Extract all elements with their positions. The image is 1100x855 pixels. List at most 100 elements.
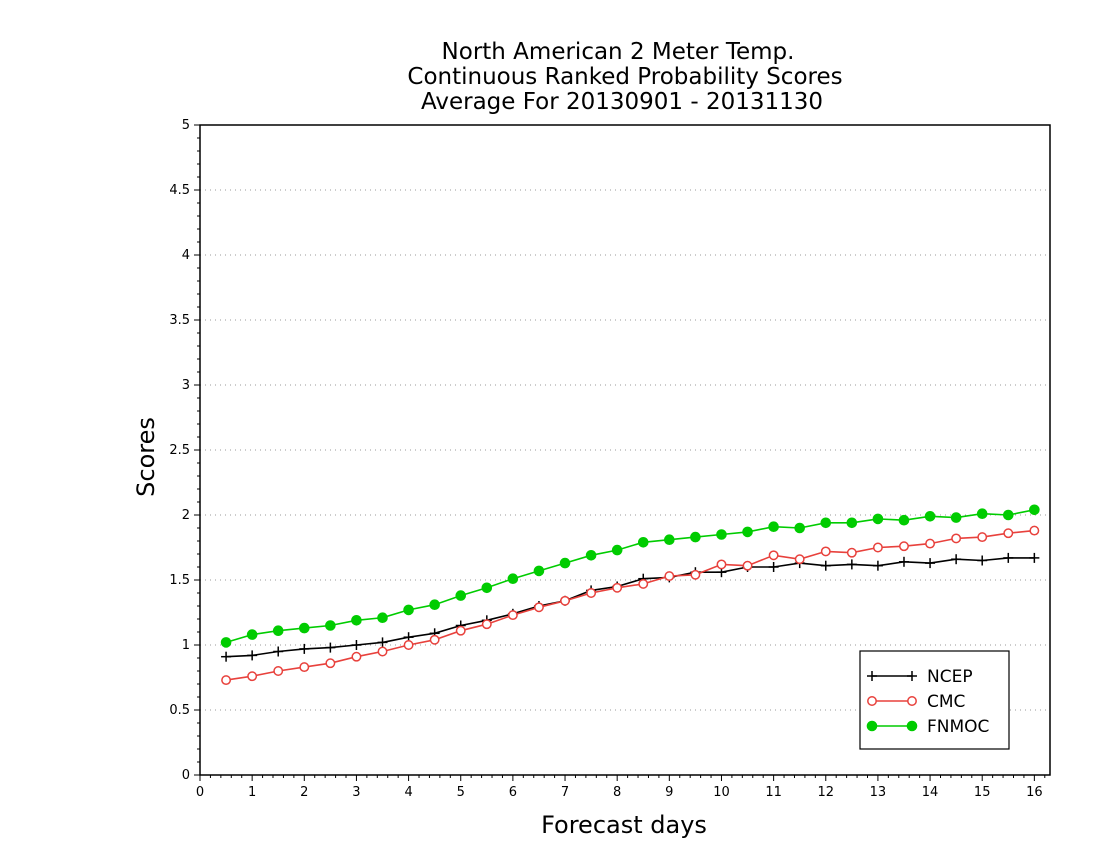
y-tick-label: 1 [182,638,190,653]
legend: NCEP CMC FNMOC [859,650,1010,750]
data-point-ncep [951,554,962,565]
data-point-ncep [1029,552,1040,563]
data-point-ncep [925,558,936,569]
x-tick-label: 3 [352,785,360,800]
data-point-cmc [638,578,649,589]
chart-title-line-2: Continuous Ranked Probability Scores [407,64,842,90]
x-tick-label: 4 [404,785,412,800]
series-lines [220,504,1040,686]
data-point-fnmoc [637,537,649,548]
data-point-cmc [977,532,988,543]
legend-label-ncep: NCEP [927,667,973,687]
data-point-fnmoc [924,511,936,522]
y-tick-label: 2.5 [169,443,190,458]
data-point-fnmoc [298,622,310,634]
data-point-fnmoc [455,590,467,601]
x-tick-label: 12 [817,785,834,800]
y-tick-label: 3.5 [169,313,190,328]
x-tick-label: 0 [196,785,204,800]
legend-entry-fnmoc: FNMOC [866,717,989,737]
data-point-cmc [247,671,258,682]
data-point-cmc [951,533,962,544]
y-tick-label: 4 [182,248,190,263]
data-point-fnmoc [690,531,701,543]
x-tick-label: 13 [870,785,887,800]
data-point-ncep [846,559,857,570]
data-point-ncep [898,556,909,567]
data-point-cmc [377,646,388,657]
data-point-fnmoc [481,582,493,594]
data-point-fnmoc [976,508,988,520]
y-tick-label: 0.5 [169,703,190,718]
data-point-cmc [1003,528,1014,539]
legend-box [859,650,1010,750]
y-tick-label: 3 [182,378,190,393]
data-point-cmc [273,666,284,676]
data-point-fnmoc [220,637,232,648]
data-point-ncep [247,650,258,661]
data-point-ncep [273,646,284,657]
data-point-cmc [221,675,232,686]
data-point-fnmoc [533,565,545,577]
data-point-ncep [768,562,779,572]
data-point-cmc [794,554,805,565]
x-tick-label: 11 [765,785,782,800]
data-point-fnmoc [898,514,910,526]
data-point-ncep [221,651,232,662]
data-point-fnmoc [272,625,284,637]
data-point-cmc [742,560,753,571]
x-tick-label: 6 [509,785,517,800]
series-cmc [221,525,1040,686]
series-line-fnmoc [225,509,1035,644]
data-point-fnmoc [585,550,597,561]
legend-marker-fnmoc [866,720,878,732]
legend-marker-ncep [907,671,917,681]
y-tick-label: 4.5 [169,183,190,198]
x-tick-label: 8 [613,785,621,800]
legend-marker-fnmoc [906,720,918,732]
chart-title-line-1: North American 2 Meter Temp. [442,39,795,65]
data-point-cmc [899,541,909,552]
legend-label-fnmoc: FNMOC [927,717,989,737]
data-point-fnmoc [559,557,571,569]
data-point-fnmoc [611,544,623,556]
data-point-fnmoc [716,529,727,540]
data-point-fnmoc [351,615,362,626]
data-point-fnmoc [507,573,519,585]
chart-title-line-3: Average For 20130901 - 20131130 [421,89,823,115]
data-point-cmc [1029,525,1040,536]
data-point-fnmoc [377,612,388,624]
data-point-fnmoc [820,517,832,529]
data-point-fnmoc [846,517,858,529]
data-point-fnmoc [1029,504,1040,516]
data-point-fnmoc [768,521,779,533]
data-point-fnmoc [403,604,414,616]
legend-label-cmc: CMC [927,692,965,712]
data-point-fnmoc [1002,509,1014,521]
y-tick-label: 1.5 [169,573,190,588]
data-point-ncep [1003,552,1014,563]
data-point-cmc [429,634,440,645]
data-point-ncep [977,555,988,566]
data-point-cmc [612,582,623,593]
data-point-cmc [925,538,936,549]
y-tick-label: 5 [182,118,190,133]
series-fnmoc [220,504,1040,648]
data-point-cmc [325,658,336,669]
data-point-fnmoc [246,629,258,640]
data-point-ncep [377,637,388,648]
x-tick-label: 2 [300,785,308,800]
x-tick-label: 10 [713,785,730,800]
legend-marker-ncep [867,671,877,681]
x-axis-title: Forecast days [541,811,707,839]
data-point-cmc [507,610,518,621]
data-point-cmc [716,559,727,570]
data-point-fnmoc [325,620,336,631]
data-point-cmc [820,546,831,557]
legend-marker-cmc [867,696,877,706]
x-tick-label: 16 [1026,785,1043,800]
data-point-cmc [455,625,466,636]
data-point-cmc [690,569,701,580]
data-point-fnmoc [872,513,884,525]
